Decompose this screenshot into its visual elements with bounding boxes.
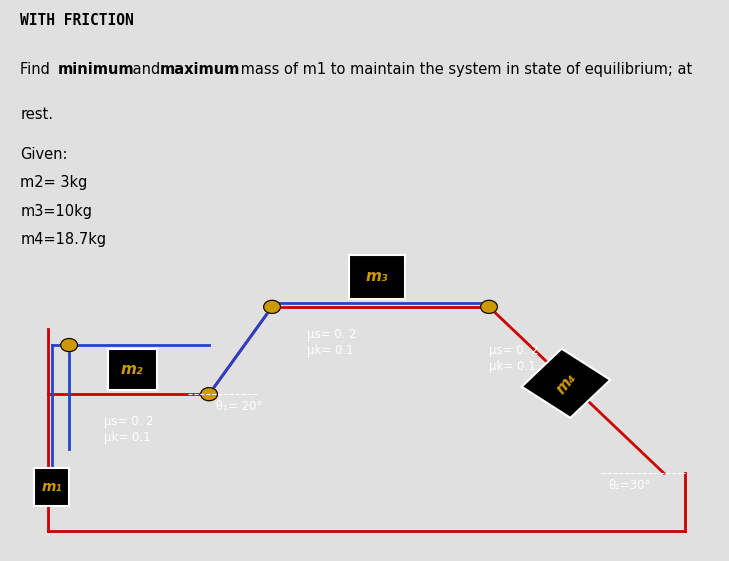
- Circle shape: [200, 388, 217, 401]
- Text: μs= 0. 2: μs= 0. 2: [489, 344, 539, 357]
- Text: μs= 0. 2: μs= 0. 2: [307, 328, 356, 341]
- Text: μs= 0. 2: μs= 0. 2: [104, 415, 154, 428]
- Circle shape: [61, 338, 77, 352]
- Bar: [522, 349, 610, 418]
- Text: m₂: m₂: [121, 362, 144, 377]
- Text: rest.: rest.: [20, 107, 53, 122]
- Text: m₃: m₃: [366, 269, 389, 284]
- Text: m2= 3kg: m2= 3kg: [20, 175, 87, 190]
- Text: μk= 0.1: μk= 0.1: [307, 344, 354, 357]
- Text: θ₁= 20°: θ₁= 20°: [216, 399, 262, 413]
- Text: μk= 0.1: μk= 0.1: [489, 360, 536, 374]
- FancyBboxPatch shape: [349, 255, 405, 298]
- FancyBboxPatch shape: [34, 468, 69, 506]
- Text: Find: Find: [20, 62, 55, 77]
- Text: m4=18.7kg: m4=18.7kg: [20, 232, 106, 247]
- Text: WITH FRICTION: WITH FRICTION: [20, 13, 134, 27]
- Text: mass of m1 to maintain the system in state of equilibrium; at: mass of m1 to maintain the system in sta…: [236, 62, 692, 77]
- Text: θ₂=30°: θ₂=30°: [608, 479, 650, 492]
- FancyBboxPatch shape: [108, 349, 157, 390]
- Text: and: and: [128, 62, 165, 77]
- Text: maximum: maximum: [160, 62, 240, 77]
- Text: m3=10kg: m3=10kg: [20, 204, 92, 219]
- Text: m₁: m₁: [42, 480, 62, 494]
- Circle shape: [480, 300, 497, 314]
- Text: Given:: Given:: [20, 147, 68, 162]
- Circle shape: [264, 300, 281, 314]
- Text: μk= 0.1: μk= 0.1: [104, 431, 151, 444]
- Text: minimum: minimum: [58, 62, 134, 77]
- Text: m₄: m₄: [553, 370, 579, 397]
